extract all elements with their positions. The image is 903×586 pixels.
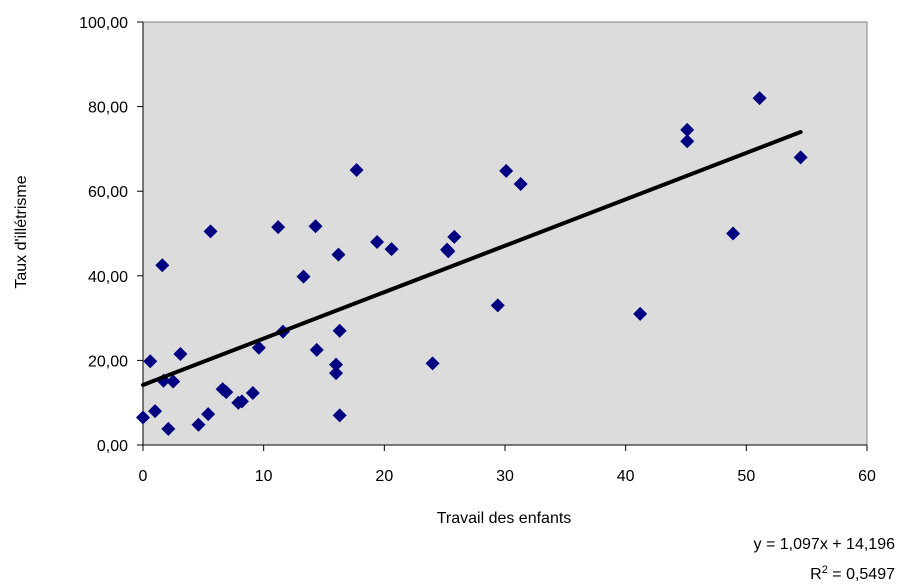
data-point	[490, 298, 505, 313]
data-point	[234, 394, 249, 409]
data-point	[513, 177, 528, 192]
data-point	[329, 366, 344, 381]
data-point	[161, 421, 176, 436]
x-axis-label: Travail des enfants	[437, 510, 572, 527]
x-tick-label: 0	[139, 468, 148, 485]
data-point	[245, 385, 260, 400]
y-tick-label: 20,00	[88, 353, 128, 370]
y-tick-label: 80,00	[88, 100, 128, 117]
data-point	[370, 234, 385, 249]
r-squared-prefix: R	[810, 566, 822, 583]
y-axis: 0,00 20,00 40,00 60,00 80,00 100,00	[79, 15, 144, 455]
data-point	[752, 91, 767, 106]
y-tick-label: 100,00	[79, 15, 128, 32]
trendline-equation: y = 1,097x + 14,196	[753, 536, 895, 553]
data-point	[349, 163, 364, 178]
x-tick-label: 40	[617, 468, 635, 485]
data-point	[166, 374, 181, 389]
data-point	[203, 224, 218, 239]
data-point	[680, 134, 695, 149]
data-point	[441, 244, 456, 259]
plot-area	[142, 21, 868, 446]
data-point	[155, 258, 170, 273]
x-tick-label: 10	[255, 468, 273, 485]
data-point	[329, 357, 344, 372]
data-point	[219, 385, 234, 400]
data-point	[332, 408, 347, 423]
data-point	[447, 229, 462, 244]
data-point	[425, 356, 440, 371]
x-tick-label: 30	[496, 468, 514, 485]
r-squared-value: = 0,5497	[827, 566, 895, 583]
data-point	[680, 122, 695, 137]
data-point	[332, 323, 347, 338]
data-point	[251, 340, 266, 355]
data-point	[633, 306, 648, 321]
y-tick-label: 40,00	[88, 269, 128, 286]
data-point	[173, 347, 188, 362]
data-point	[143, 354, 158, 369]
r-squared-superscript: 2	[821, 564, 828, 576]
data-point	[296, 269, 311, 284]
r-squared-label: R2 = 0,5497	[810, 564, 895, 584]
y-tick-label: 60,00	[88, 184, 128, 201]
data-point	[271, 220, 286, 235]
data-point	[148, 404, 163, 419]
data-point	[309, 342, 324, 357]
trend-line	[141, 130, 803, 387]
y-tick-label: 0,00	[97, 438, 128, 455]
data-point	[331, 247, 346, 262]
data-point	[191, 417, 206, 432]
data-points	[136, 91, 808, 436]
data-point	[726, 226, 741, 241]
data-point	[201, 407, 216, 422]
data-point	[308, 219, 323, 234]
data-point	[499, 163, 514, 178]
x-tick-label: 20	[375, 468, 393, 485]
x-axis: 0 10 20 30 40 50 60	[139, 444, 876, 485]
y-axis-label: Taux d'illétrisme	[13, 175, 30, 288]
data-point	[136, 410, 150, 425]
x-tick-label: 60	[858, 468, 876, 485]
x-tick-label: 50	[737, 468, 755, 485]
data-point	[384, 242, 399, 257]
data-point	[793, 150, 808, 165]
